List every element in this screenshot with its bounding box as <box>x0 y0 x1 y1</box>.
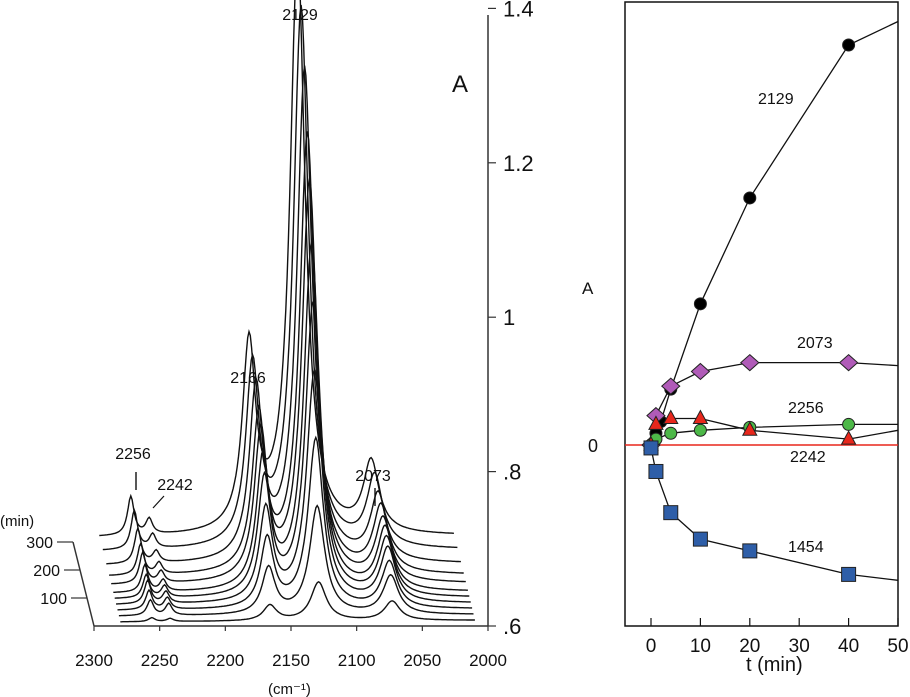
spectrum-trace <box>116 366 471 605</box>
kinetics-x-ticks: 0 10 20 30 40 50 <box>646 618 909 657</box>
point-2073 <box>740 353 760 372</box>
spectrum-trace <box>120 580 475 623</box>
point-1454 <box>692 531 708 547</box>
spectrum-trace <box>113 241 468 593</box>
point-2256 <box>842 417 856 431</box>
point-2242 <box>692 409 709 425</box>
spectra-y-tick-label: .6 <box>503 614 521 639</box>
spectra-x-label: (cm⁻¹) <box>268 681 311 697</box>
series-line-2256 <box>650 423 898 446</box>
point-1454 <box>841 566 857 582</box>
spectra-depth-axis <box>72 541 95 627</box>
point-2256 <box>693 423 707 437</box>
spectra-x-tick-label: 2100 <box>338 651 376 670</box>
kinetics-y-ticks: 0 <box>588 436 598 456</box>
series-label-2129: 2129 <box>758 91 794 108</box>
kinetics-x-label: t (min) <box>746 654 803 676</box>
spectrum-trace <box>109 131 464 576</box>
peak-label-2166: 2166 <box>230 370 266 387</box>
spectra-panel: 2300 2250 2200 2150 2100 2050 2000 .6 .8 1 1.2 1.4… <box>0 0 534 697</box>
series-label-2256: 2256 <box>788 400 824 417</box>
series-label-2073: 2073 <box>797 335 833 352</box>
point-2242 <box>662 409 679 425</box>
spectra-y-tick-label: .8 <box>503 460 521 485</box>
kinetics-frame <box>624 1 899 627</box>
spectrum-trace <box>118 504 474 617</box>
kinetics-x-tick-label: 30 <box>789 636 810 657</box>
spectra-depth-label: (min) <box>0 513 34 530</box>
kinetics-x-tick-label: 50 <box>887 636 908 657</box>
spectra-peak-labels: 2256 2242 2166 2129 2073 <box>115 7 391 509</box>
spectra-y-label: A <box>452 71 468 98</box>
kinetics-x-tick-label: 10 <box>690 636 711 657</box>
spectra-x-ticks: 2300 2250 2200 2150 2100 2050 2000 <box>75 626 507 670</box>
series-line-1454 <box>650 447 899 581</box>
spectra-depth-tick-label: 200 <box>33 563 60 580</box>
spectra-y-tick-label: 1 <box>503 305 515 330</box>
point-1454 <box>663 505 679 521</box>
kinetics-y-label: A <box>582 279 594 298</box>
point-2256 <box>664 426 678 440</box>
spectra-depth-ticks: 300 200 100 <box>26 535 87 608</box>
peak-label-2129: 2129 <box>282 7 318 24</box>
spectra-depth-tick-label: 300 <box>26 535 53 552</box>
kinetics-panel: 0 10 20 30 40 50 0 2129 2073 2256 2242 1454 t (mi… <box>582 1 909 676</box>
spectra-x-tick-label: 2050 <box>403 651 441 670</box>
series-label-2242: 2242 <box>790 449 826 466</box>
spectra-x-tick-label: 2200 <box>206 651 244 670</box>
point-2129 <box>743 191 757 205</box>
series-line-2129 <box>650 20 899 446</box>
spectra-x-tick-label: 2250 <box>141 651 179 670</box>
kinetics-series-labels: 2129 2073 2256 2242 1454 <box>758 91 833 556</box>
point-1454 <box>742 543 758 559</box>
spectra-y-ticks: .6 .8 1 1.2 1.4 <box>488 0 534 639</box>
point-2073 <box>690 362 711 381</box>
spectra-curves <box>99 0 475 623</box>
spectrum-trace <box>117 435 473 611</box>
spectra-x-tick-label: 2000 <box>469 651 507 670</box>
kinetics-markers <box>641 38 859 582</box>
kinetics-x-tick-label: 0 <box>646 636 657 657</box>
point-2073 <box>838 353 859 372</box>
spectra-x-tick-label: 2150 <box>272 651 310 670</box>
point-2242 <box>741 421 758 436</box>
spectrum-trace <box>102 4 458 551</box>
spectra-depth-tick-label: 100 <box>40 591 67 608</box>
spectrum-trace <box>111 178 466 585</box>
spectrum-trace <box>114 301 470 599</box>
kinetics-x-tick-label: 40 <box>838 636 859 657</box>
series-label-1454: 1454 <box>788 539 824 556</box>
spectra-x-tick-label: 2300 <box>75 651 113 670</box>
spectra-y-tick-label: 1.4 <box>503 0 534 21</box>
point-1454 <box>643 440 659 456</box>
point-2073 <box>661 377 681 395</box>
peak-label-2256: 2256 <box>115 446 151 463</box>
spectra-y-tick-label: 1.2 <box>503 151 534 176</box>
point-2129 <box>842 38 856 52</box>
point-1454 <box>648 463 664 479</box>
spectrum-trace <box>106 65 461 565</box>
point-2129 <box>693 297 707 311</box>
peak-marker-2242 <box>152 495 165 509</box>
kinetics-y-tick-label: 0 <box>588 436 598 456</box>
point-2242 <box>648 415 664 430</box>
point-2242 <box>840 430 857 445</box>
spectrum-trace <box>99 0 454 537</box>
kinetics-x-tick-label: 20 <box>739 636 760 657</box>
peak-label-2242: 2242 <box>157 477 193 494</box>
peak-label-2073: 2073 <box>355 468 391 485</box>
